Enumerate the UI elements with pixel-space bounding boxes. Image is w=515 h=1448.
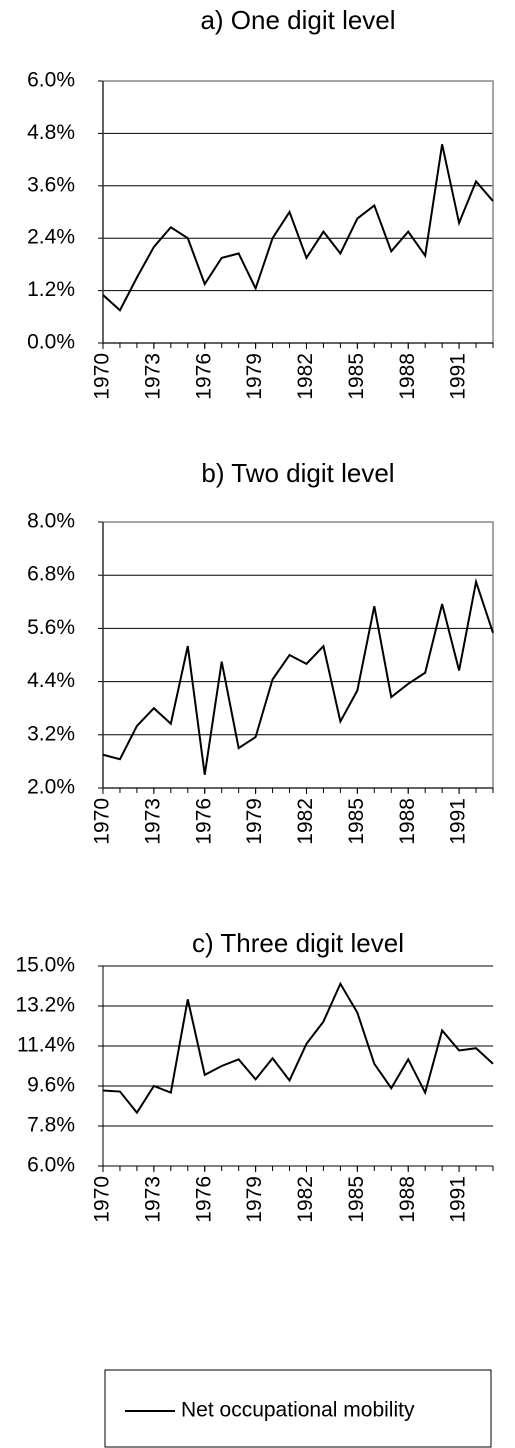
x-tick-label: 1973 xyxy=(141,798,164,845)
x-tick-label: 1988 xyxy=(396,1176,419,1223)
y-tick-label: 6.0% xyxy=(27,1154,75,1177)
x-tick-label: 1976 xyxy=(192,798,215,845)
chart-title: a) One digit level xyxy=(200,5,395,35)
y-tick-label: 6.8% xyxy=(27,563,75,586)
x-tick-label: 1976 xyxy=(192,353,215,400)
legend-label: Net occupational mobility xyxy=(181,1399,415,1422)
chart-title: c) Three digit level xyxy=(192,928,404,958)
data-line xyxy=(102,981,494,1115)
x-tick-label: 1979 xyxy=(243,798,266,845)
y-tick-label: 15.0% xyxy=(15,954,75,977)
y-tick-label: 3.6% xyxy=(27,173,75,196)
x-tick-label: 1970 xyxy=(91,1176,114,1223)
x-tick-label: 1988 xyxy=(396,353,419,400)
y-tick-label: 4.8% xyxy=(27,121,75,144)
x-tick-label: 1991 xyxy=(447,1176,470,1223)
x-tick-label: 1976 xyxy=(192,1176,215,1223)
data-line xyxy=(102,577,494,775)
chart-title: b) Two digit level xyxy=(201,458,394,488)
y-tick-label: 8.0% xyxy=(27,510,75,533)
y-tick-label: 2.0% xyxy=(27,776,75,799)
x-tick-label: 1973 xyxy=(141,353,164,400)
legend-box xyxy=(104,1369,492,1448)
x-tick-label: 1970 xyxy=(91,353,114,400)
x-tick-label: 1991 xyxy=(447,353,470,400)
y-tick-label: 11.4% xyxy=(17,1034,75,1057)
y-tick-label: 7.8% xyxy=(27,1114,75,1137)
x-tick-label: 1973 xyxy=(141,1176,164,1223)
x-tick-label: 1979 xyxy=(243,353,266,400)
x-tick-label: 1985 xyxy=(345,798,368,845)
y-tick-label: 2.4% xyxy=(27,226,75,249)
y-tick-label: 4.4% xyxy=(27,669,75,692)
x-tick-label: 1979 xyxy=(243,1176,266,1223)
x-tick-label: 1982 xyxy=(294,798,317,845)
x-tick-label: 1982 xyxy=(294,1176,317,1223)
y-tick-label: 6.0% xyxy=(27,69,75,92)
x-tick-label: 1985 xyxy=(345,1176,368,1223)
y-tick-label: 9.6% xyxy=(27,1074,75,1097)
x-tick-label: 1991 xyxy=(447,798,470,845)
x-tick-label: 1988 xyxy=(396,798,419,845)
x-tick-label: 1982 xyxy=(294,353,317,400)
x-tick-label: 1970 xyxy=(91,798,114,845)
y-tick-label: 1.2% xyxy=(27,278,75,301)
y-tick-label: 3.2% xyxy=(27,722,75,745)
y-tick-label: 5.6% xyxy=(27,616,75,639)
plot-frame xyxy=(102,80,494,344)
plot-frame xyxy=(102,521,494,789)
x-tick-label: 1985 xyxy=(345,353,368,400)
y-tick-label: 13.2% xyxy=(15,994,75,1017)
data-line xyxy=(102,144,494,312)
y-tick-label: 0.0% xyxy=(27,331,75,354)
